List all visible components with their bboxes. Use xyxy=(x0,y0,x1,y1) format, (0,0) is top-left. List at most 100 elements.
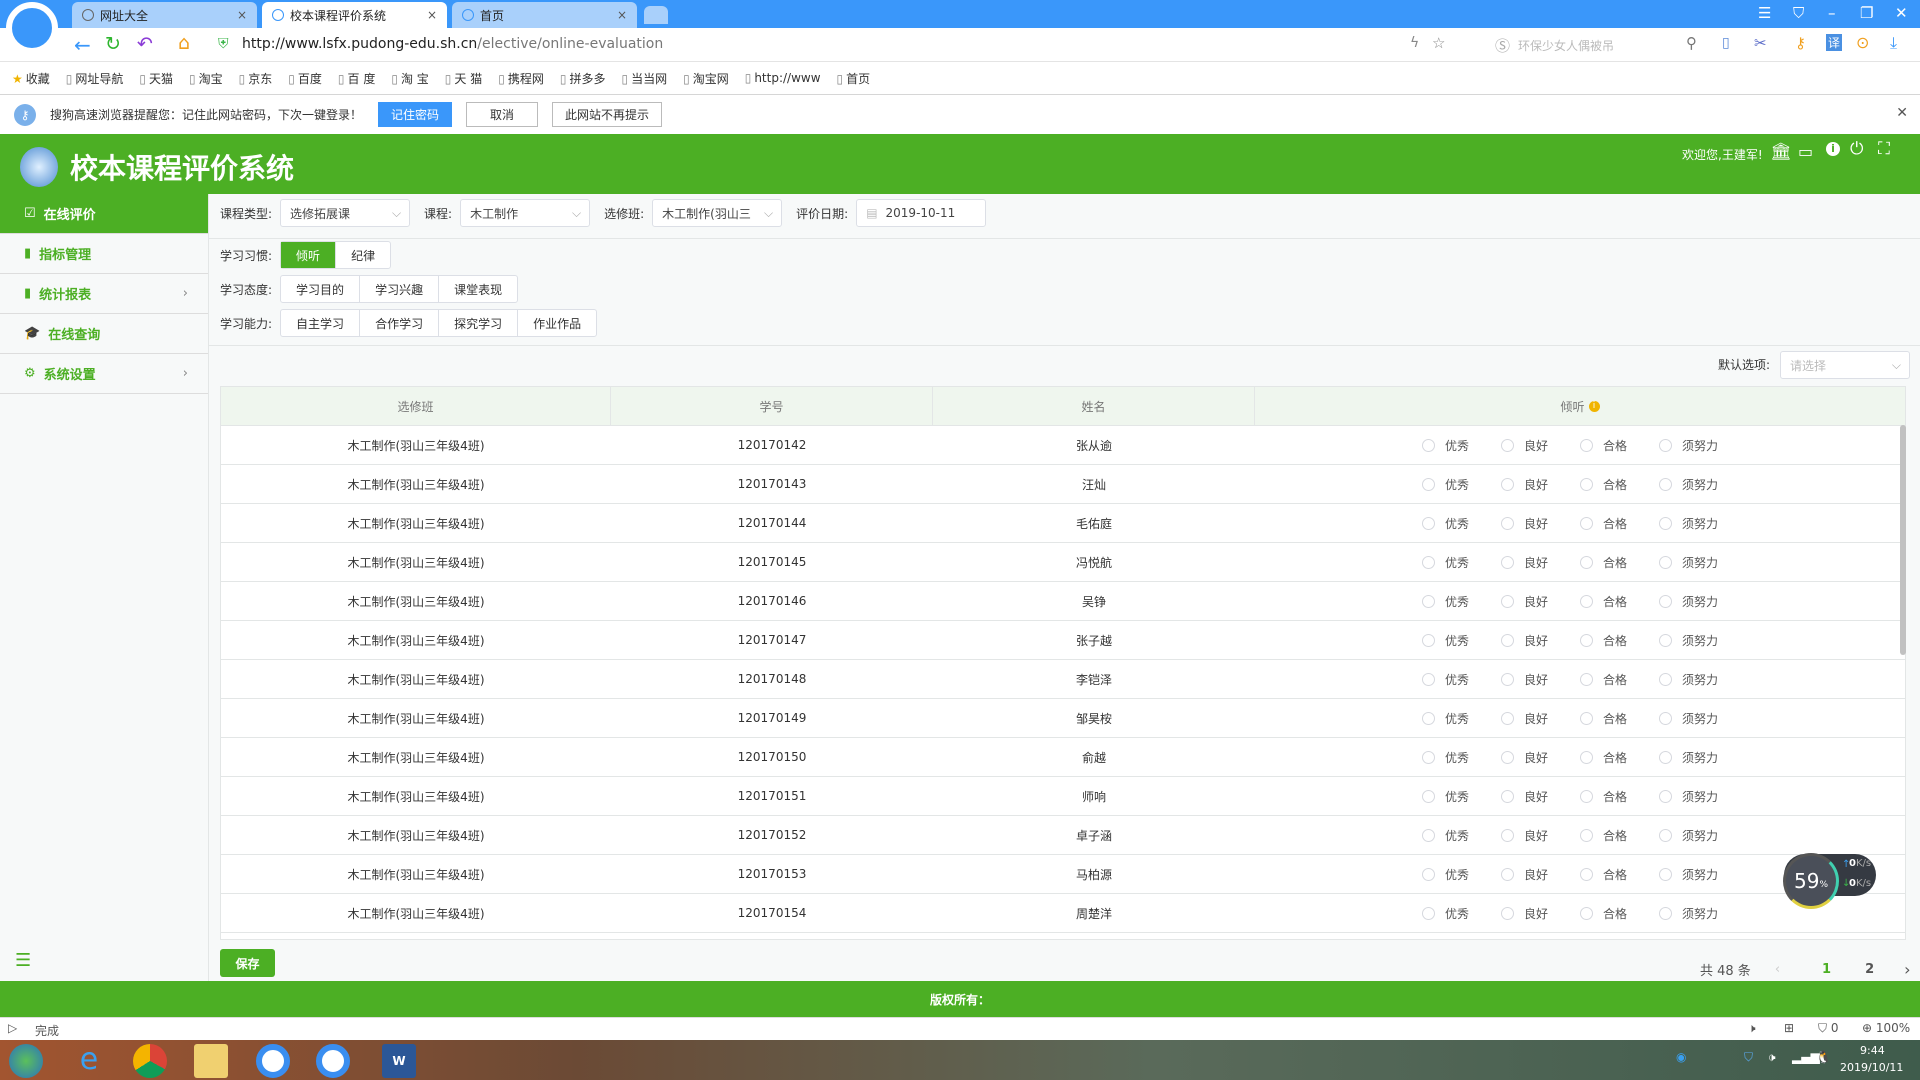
radio-circle[interactable] xyxy=(1501,438,1514,452)
sidebar-item-0[interactable]: ☑ 在线评价 xyxy=(0,194,208,234)
radio-circle[interactable] xyxy=(1422,906,1435,920)
ability-tab[interactable]: 探究学习 xyxy=(439,310,519,336)
radio-circle[interactable] xyxy=(1659,672,1672,686)
page-2[interactable]: 2 xyxy=(1865,962,1875,977)
rating-radio[interactable]: 须努力 xyxy=(1659,515,1738,532)
rating-radio[interactable]: 优秀 xyxy=(1422,866,1501,883)
radio-circle[interactable] xyxy=(1580,633,1593,647)
radio-circle[interactable] xyxy=(1422,828,1435,842)
attitude-tab[interactable]: 学习兴趣 xyxy=(360,276,440,302)
table-scrollbar[interactable] xyxy=(1900,425,1906,655)
radio-circle[interactable] xyxy=(1422,438,1435,452)
start-button-icon[interactable] xyxy=(9,1044,43,1078)
radio-circle[interactable] xyxy=(1580,828,1593,842)
rating-radio[interactable]: 合格 xyxy=(1580,827,1659,844)
radio-circle[interactable] xyxy=(1501,867,1514,881)
rating-radio[interactable]: 优秀 xyxy=(1422,905,1501,922)
bookmark-item[interactable]: ▯ 百 度 xyxy=(337,71,376,86)
search-icon[interactable]: ⚲ xyxy=(1686,34,1697,52)
rating-radio[interactable]: 合格 xyxy=(1580,593,1659,610)
rating-radio[interactable]: 合格 xyxy=(1580,515,1659,532)
download-icon[interactable]: ⤓ xyxy=(1890,33,1898,52)
radio-circle[interactable] xyxy=(1501,750,1514,764)
rating-radio[interactable]: 须努力 xyxy=(1659,554,1738,571)
word-icon[interactable]: W xyxy=(382,1044,416,1078)
sidebar-item-4[interactable]: ⚙ 系统设置 › xyxy=(0,354,208,394)
rating-radio[interactable]: 良好 xyxy=(1501,788,1580,805)
rating-radio[interactable]: 须努力 xyxy=(1659,788,1738,805)
rating-radio[interactable]: 优秀 xyxy=(1422,515,1501,532)
radio-circle[interactable] xyxy=(1659,438,1672,452)
sogou-logo-icon[interactable] xyxy=(6,2,58,54)
bookmark-item[interactable]: ▯ 天猫 xyxy=(139,71,174,86)
radio-circle[interactable] xyxy=(1659,594,1672,608)
ie-icon[interactable]: e xyxy=(79,1042,99,1077)
qq-icon[interactable]: 🐧 xyxy=(1816,1050,1831,1064)
never-remind-button[interactable]: 此网站不再提示 xyxy=(552,102,663,127)
rating-radio[interactable]: 良好 xyxy=(1501,749,1580,766)
rating-radio[interactable]: 良好 xyxy=(1501,593,1580,610)
bookmark-item[interactable]: ▯ 首页 xyxy=(836,71,871,86)
radio-circle[interactable] xyxy=(1422,594,1435,608)
radio-circle[interactable] xyxy=(1501,828,1514,842)
security-tray-icon[interactable]: ⛉ xyxy=(1744,1050,1754,1064)
habit-tab[interactable]: 倾听 xyxy=(281,242,337,268)
rating-radio[interactable]: 须努力 xyxy=(1659,593,1738,610)
close-window-icon[interactable]: ✕ xyxy=(1895,4,1908,22)
info-icon[interactable]: i xyxy=(1588,400,1600,412)
power-icon[interactable]: ⏻ xyxy=(1850,139,1864,159)
close-tab-icon[interactable]: × xyxy=(236,8,247,22)
key-icon[interactable]: ⚷ xyxy=(1795,34,1806,52)
rating-radio[interactable]: 合格 xyxy=(1580,632,1659,649)
radio-circle[interactable] xyxy=(1501,711,1514,725)
sogou-browser-icon[interactable] xyxy=(316,1044,350,1078)
class-select[interactable]: 木工制作(羽山三 ⌵ xyxy=(652,199,783,227)
explorer-icon[interactable] xyxy=(194,1044,228,1078)
radio-circle[interactable] xyxy=(1580,750,1593,764)
bookmark-item[interactable]: ▯ 拼多多 xyxy=(559,71,606,86)
bookmark-item[interactable]: ▯ 淘宝网 xyxy=(683,71,729,86)
memory-usage-gauge[interactable]: 59% xyxy=(1783,853,1839,909)
radio-circle[interactable] xyxy=(1659,828,1672,842)
rating-radio[interactable]: 合格 xyxy=(1580,788,1659,805)
close-tab-icon[interactable]: × xyxy=(616,8,627,22)
bookmark-item[interactable]: ▯ 携程网 xyxy=(498,71,544,86)
chrome-icon[interactable] xyxy=(133,1044,167,1078)
lightning-icon[interactable]: ϟ xyxy=(1410,35,1420,51)
radio-circle[interactable] xyxy=(1580,711,1593,725)
restore-icon[interactable]: ❐ xyxy=(1860,4,1874,22)
bookmark-item[interactable]: ▯ http://www xyxy=(744,71,821,85)
rating-radio[interactable]: 良好 xyxy=(1501,554,1580,571)
next-page-icon[interactable]: › xyxy=(1904,960,1911,979)
radio-circle[interactable] xyxy=(1501,516,1514,530)
rating-radio[interactable]: 合格 xyxy=(1580,866,1659,883)
radio-circle[interactable] xyxy=(1659,750,1672,764)
rating-radio[interactable]: 良好 xyxy=(1501,671,1580,688)
radio-circle[interactable] xyxy=(1659,789,1672,803)
radio-circle[interactable] xyxy=(1659,867,1672,881)
radio-circle[interactable] xyxy=(1422,516,1435,530)
radio-circle[interactable] xyxy=(1501,633,1514,647)
tab-home[interactable]: 首页 × xyxy=(452,2,637,28)
prev-page-icon[interactable]: ‹ xyxy=(1774,962,1781,977)
tab-evaluation[interactable]: 校本课程评价系统 × xyxy=(262,2,447,28)
more-icon[interactable]: ⊙ xyxy=(1856,33,1870,52)
rating-radio[interactable]: 须努力 xyxy=(1659,671,1738,688)
bookmark-item[interactable]: ★ 收藏 xyxy=(12,71,50,86)
new-tab-button[interactable] xyxy=(644,6,668,24)
radio-circle[interactable] xyxy=(1580,867,1593,881)
phone-icon[interactable]: ▯ xyxy=(1722,35,1730,51)
rating-radio[interactable]: 须努力 xyxy=(1659,632,1738,649)
bookmark-item[interactable]: ▯ 天 猫 xyxy=(444,71,483,86)
radio-circle[interactable] xyxy=(1580,672,1593,686)
radio-circle[interactable] xyxy=(1422,633,1435,647)
search-input[interactable]: 环保少女人偶被吊 xyxy=(1518,39,1615,53)
rating-radio[interactable]: 合格 xyxy=(1580,476,1659,493)
radio-circle[interactable] xyxy=(1501,555,1514,569)
sidebar-item-3[interactable]: 🎓 在线查询 xyxy=(0,314,208,354)
sound-icon[interactable]: 🕨 xyxy=(1748,1021,1756,1035)
ability-tab[interactable]: 作业作品 xyxy=(533,316,582,331)
star-icon[interactable]: ☆ xyxy=(1432,34,1446,52)
zoom-control[interactable]: ⊕ 100% xyxy=(1862,1021,1911,1035)
default-option-select[interactable]: 请选择 ⌵ xyxy=(1780,351,1910,379)
